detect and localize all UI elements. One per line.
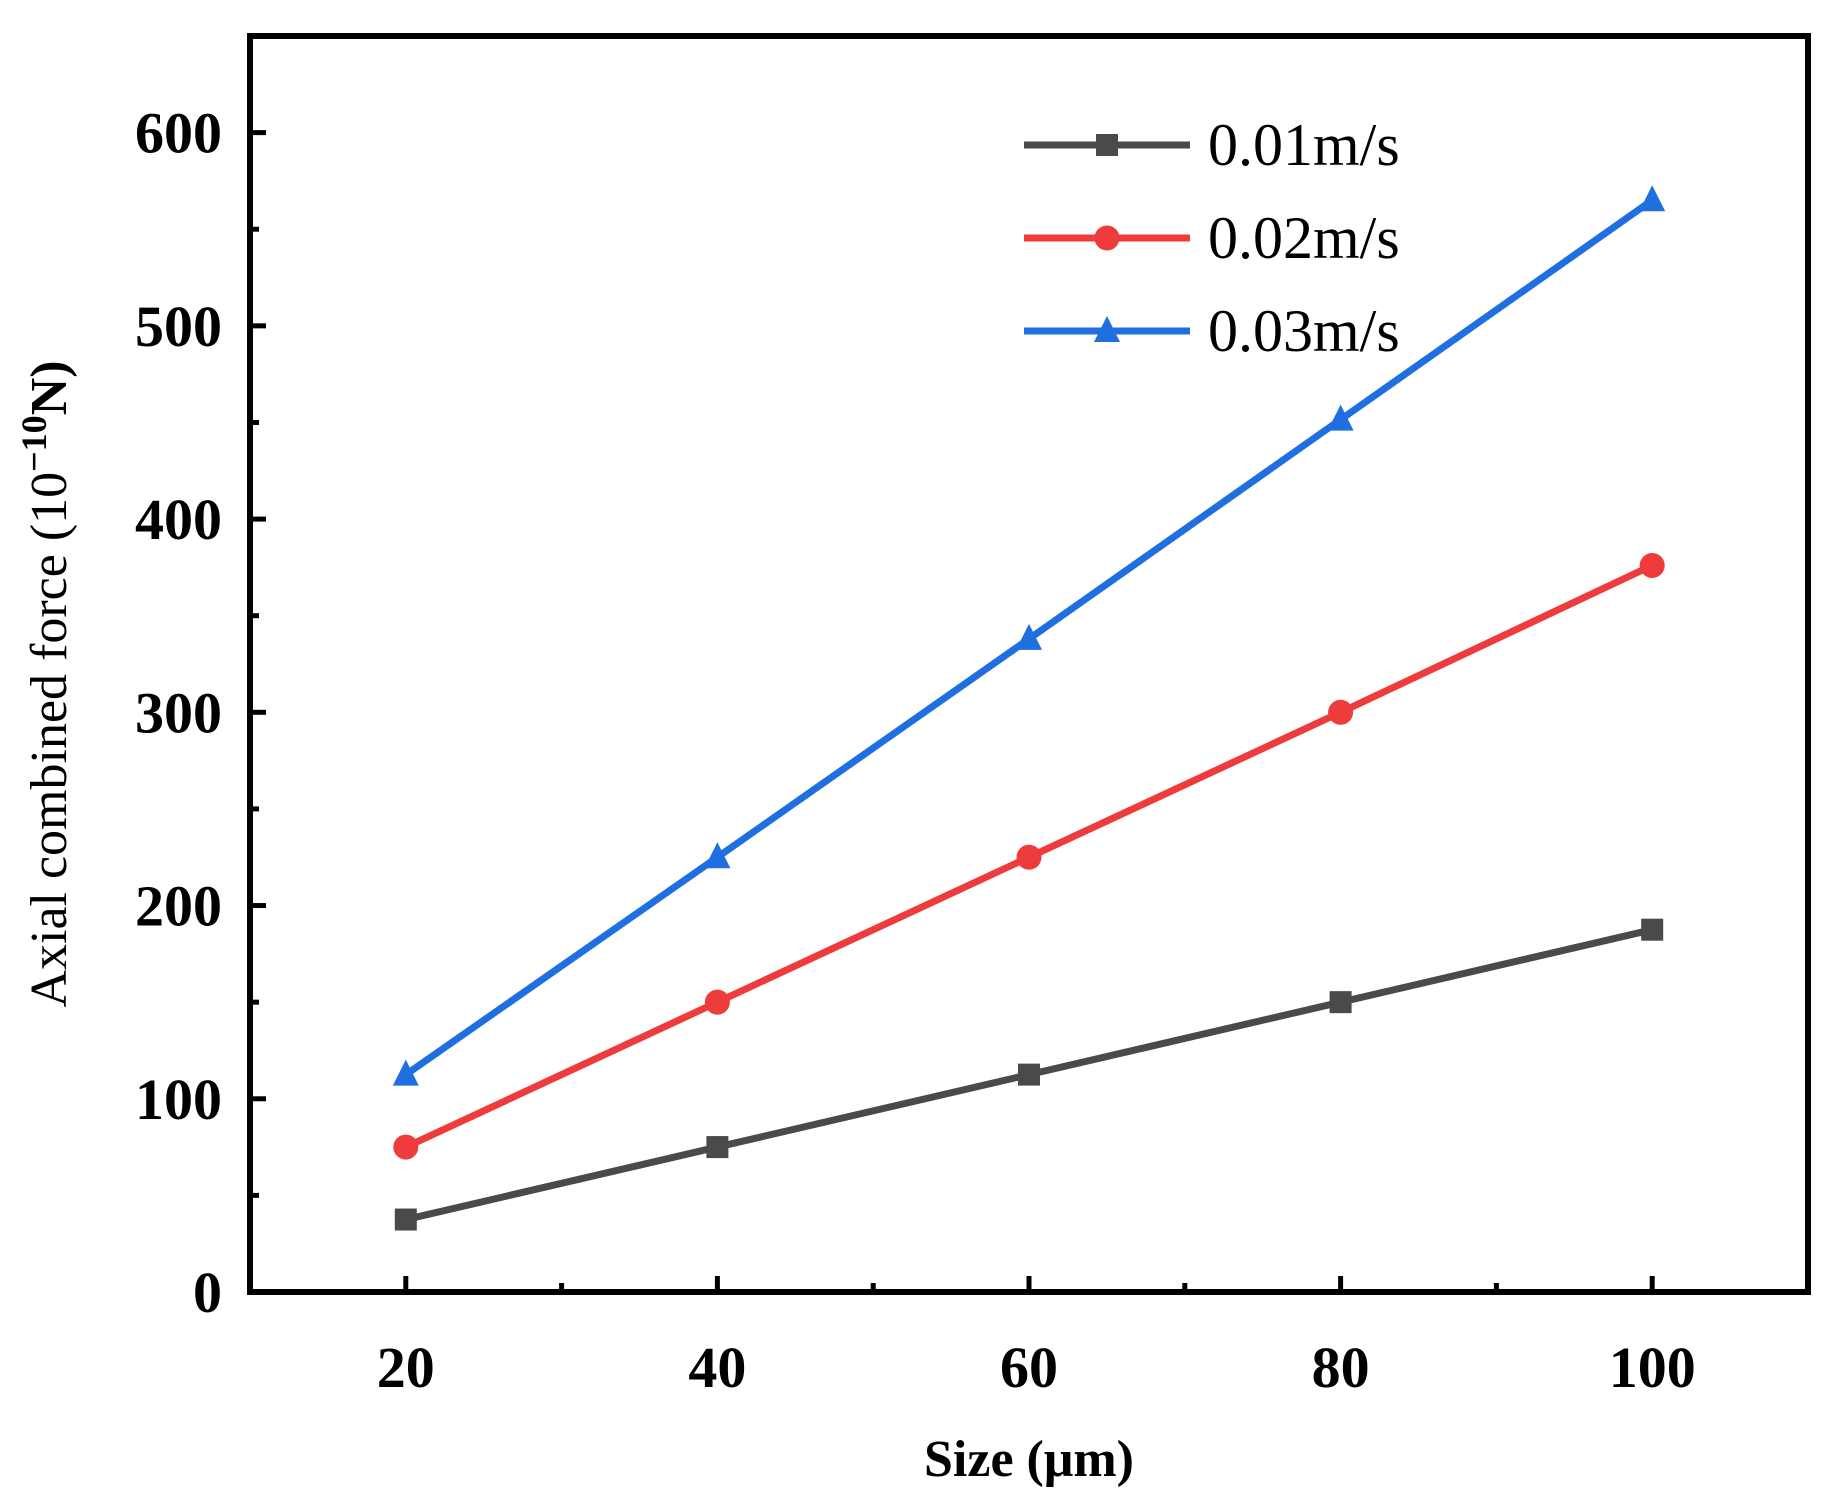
x-tick-label: 40 (688, 1335, 746, 1400)
legend-marker (1094, 316, 1120, 342)
y-tick-label: 500 (135, 294, 222, 359)
axis-ticks (250, 130, 1655, 1295)
y-axis-title-superscript: −10 (14, 415, 54, 472)
y-axis-title-unit: N) (21, 360, 78, 415)
data-point (1018, 1063, 1040, 1086)
legend-label: 0.01m/s (1208, 112, 1400, 178)
series-1 (394, 918, 1664, 1231)
plot-frame (247, 33, 1811, 1295)
legend-label: 0.02m/s (1208, 205, 1400, 271)
y-tick-label: 200 (135, 874, 222, 939)
y-tick-label: 300 (135, 680, 222, 745)
data-point (1329, 991, 1352, 1014)
data-point (706, 1136, 729, 1159)
y-axis-title: Axial combined force (10−10N) (14, 360, 78, 1007)
data-point (1639, 185, 1666, 212)
legend-item: 0.01m/s (1024, 112, 1400, 178)
y-tick-label: 100 (135, 1067, 222, 1132)
x-tick-label: 20 (377, 1335, 435, 1400)
series-3 (392, 185, 1666, 1086)
plot-marks (392, 185, 1666, 1231)
legend-marker (1096, 134, 1118, 156)
data-point (704, 989, 730, 1015)
legend-label: 0.03m/s (1208, 298, 1400, 364)
data-point (1639, 552, 1665, 578)
x-tick-label: 80 (1312, 1335, 1370, 1400)
data-point (1328, 699, 1354, 725)
series-2 (393, 552, 1665, 1160)
legend-marker (1094, 225, 1120, 251)
data-point (1016, 844, 1042, 870)
data-point (394, 1208, 417, 1231)
data-point (393, 1134, 419, 1160)
legend-item: 0.03m/s (1024, 298, 1400, 364)
legend-item: 0.02m/s (1024, 205, 1400, 271)
data-point (704, 842, 731, 869)
legend: 0.01m/s 0.02m/s 0.03m/s (1024, 112, 1400, 364)
y-tick-label: 400 (135, 487, 222, 552)
data-point (1016, 623, 1042, 650)
y-axis-title-main: Axial combined force (10 (21, 472, 78, 1008)
y-tick-label: 600 (135, 101, 222, 166)
data-point (1641, 918, 1664, 941)
x-axis-title: Size (μm) (924, 1431, 1134, 1488)
x-tick-labels: 20 40 60 80 100 (377, 1335, 1696, 1400)
data-point (1327, 404, 1354, 431)
y-tick-label: 0 (193, 1260, 222, 1325)
data-point (392, 1059, 419, 1086)
x-tick-label: 60 (1000, 1335, 1058, 1400)
x-tick-label: 100 (1609, 1335, 1696, 1400)
y-tick-labels: 0 100 200 300 400 500 600 (135, 101, 222, 1325)
